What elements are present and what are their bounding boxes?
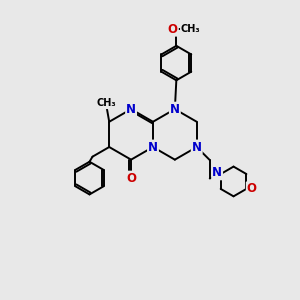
Text: CH₃: CH₃ (181, 24, 200, 34)
Text: O: O (126, 172, 136, 184)
Text: N: N (126, 103, 136, 116)
Text: CH₃: CH₃ (97, 98, 116, 108)
Text: N: N (170, 103, 180, 116)
Text: O: O (247, 182, 257, 195)
Text: N: N (192, 140, 202, 154)
Text: N: N (212, 166, 222, 179)
Text: O: O (168, 23, 178, 36)
Text: N: N (148, 140, 158, 154)
